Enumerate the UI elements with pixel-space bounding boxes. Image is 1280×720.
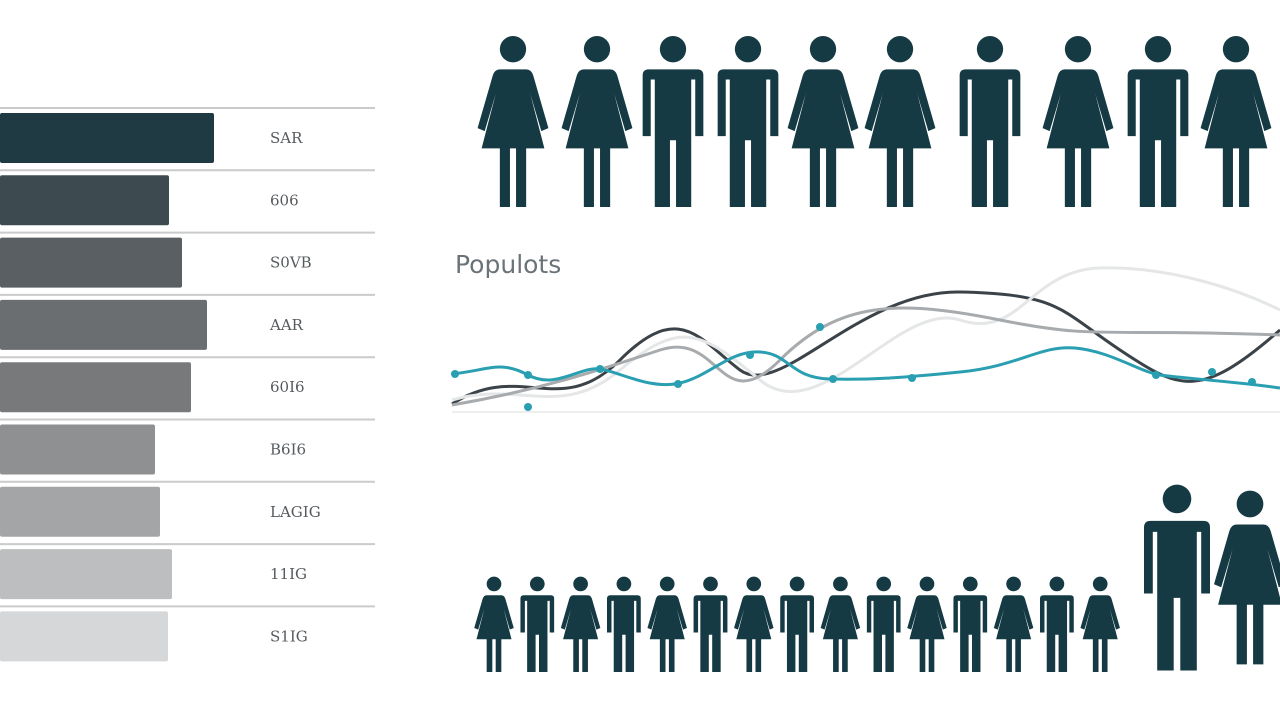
- bar-list: SAR 606 S0VB AAR 60I6 B6I6 LAGIG 11IG S1IG: [0, 107, 375, 662]
- person-icon: [560, 576, 601, 672]
- person-icon: [1214, 490, 1280, 665]
- person-icon: [474, 576, 514, 672]
- bar: [0, 611, 168, 662]
- bar-label: LAGIG: [270, 503, 321, 521]
- bar-label: B6I6: [270, 441, 306, 459]
- bar: [0, 237, 182, 288]
- people-row: [477, 36, 1272, 207]
- person-icon: [959, 36, 1021, 207]
- bar: [0, 175, 169, 226]
- person-icon: [1144, 484, 1210, 671]
- bar: [0, 113, 214, 163]
- person-icon: [1127, 36, 1189, 207]
- person-icon: [606, 576, 641, 672]
- person-icon: [907, 576, 947, 672]
- person-icon: [864, 36, 936, 207]
- bar: [0, 362, 191, 413]
- person-icon: [520, 576, 555, 672]
- person-icon: [780, 576, 815, 672]
- person-icon: [1042, 36, 1114, 207]
- person-icon: [820, 576, 861, 672]
- person-icon: [477, 36, 549, 207]
- person-icon: [1039, 576, 1074, 672]
- line: [451, 290, 1280, 406]
- chart-title: Populots: [455, 250, 561, 279]
- bar-label: AAR: [269, 316, 304, 334]
- person-icon: [647, 576, 687, 672]
- person-icon: [953, 576, 988, 672]
- person-icon: [693, 576, 728, 672]
- line-graphic: [451, 266, 1280, 411]
- bar-label: 606: [270, 191, 299, 209]
- bar-label: S1IG: [270, 627, 308, 645]
- person-icon: [734, 576, 774, 672]
- bar-label: S0VB: [270, 254, 312, 272]
- bar: [0, 424, 155, 475]
- person-icon: [866, 576, 901, 672]
- people-row: [474, 484, 1280, 672]
- line: [451, 266, 1280, 402]
- bar-label: 11IG: [270, 565, 307, 583]
- person-icon: [717, 36, 779, 207]
- bar: [0, 549, 172, 600]
- person-icon: [642, 36, 704, 207]
- person-icon: [1080, 576, 1120, 672]
- person-icon: [993, 576, 1034, 672]
- bar-label: 60I6: [270, 378, 305, 396]
- line: [451, 346, 1280, 390]
- bar-label: SAR: [270, 129, 303, 147]
- line: [451, 306, 1280, 407]
- person-icon: [787, 36, 859, 207]
- bar: [0, 486, 160, 537]
- person-icon: [1200, 36, 1272, 207]
- bar: [0, 299, 207, 350]
- person-icon: [561, 36, 633, 207]
